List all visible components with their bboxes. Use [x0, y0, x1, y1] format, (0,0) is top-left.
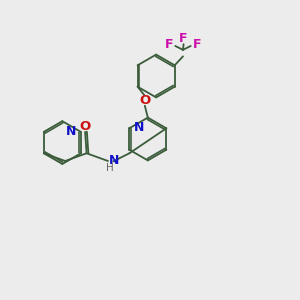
Text: O: O	[80, 120, 91, 133]
Text: F: F	[192, 38, 201, 51]
Text: F: F	[165, 38, 174, 51]
Text: F: F	[179, 32, 188, 45]
Text: N: N	[66, 125, 77, 138]
Text: O: O	[139, 94, 151, 107]
Text: H: H	[106, 163, 113, 173]
Text: N: N	[109, 154, 120, 167]
Text: N: N	[134, 121, 144, 134]
